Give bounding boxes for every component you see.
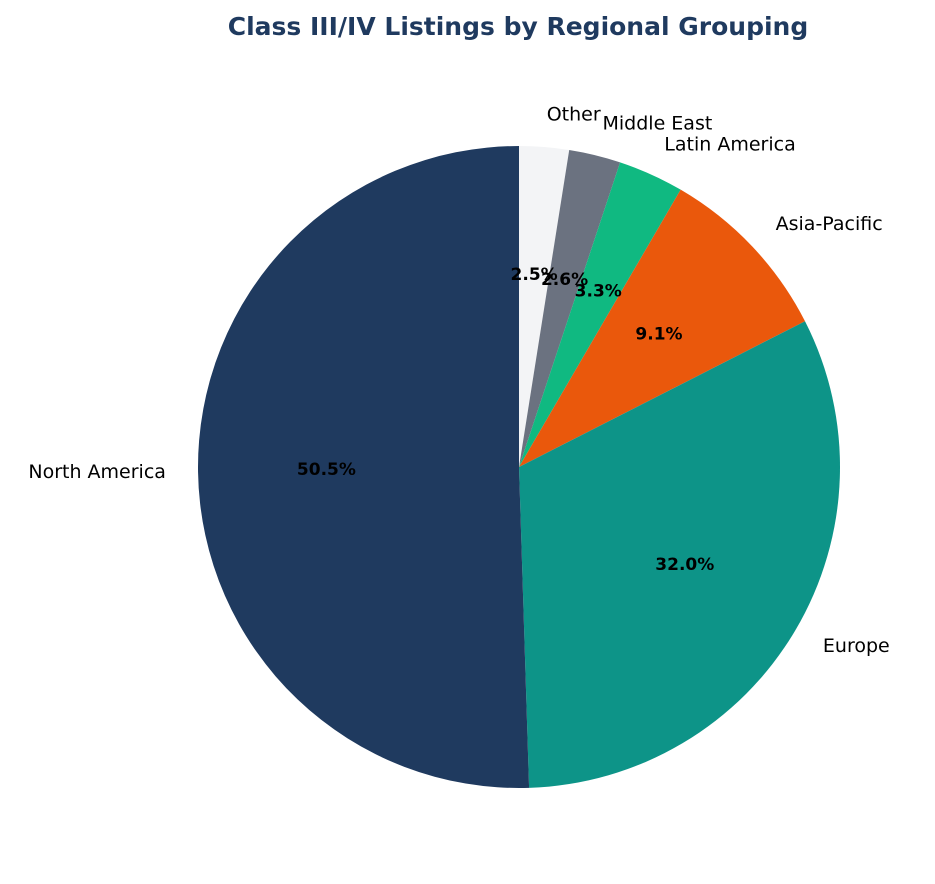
pie-slice-middle-east bbox=[519, 149, 621, 468]
slice-label-other: Other bbox=[547, 103, 601, 125]
slice-percent-north-america: 50.5% bbox=[297, 460, 356, 480]
pie-slice-latin-america bbox=[519, 162, 681, 467]
slices-group bbox=[198, 146, 841, 788]
slice-label-asia-pacific: Asia-Pacific bbox=[776, 213, 883, 235]
slice-percent-europe: 32.0% bbox=[655, 555, 714, 575]
slice-label-north-america: North America bbox=[28, 461, 166, 483]
pie-slice-other bbox=[519, 146, 570, 467]
chart-title: Class III/IV Listings by Regional Groupi… bbox=[228, 12, 808, 41]
slice-label-middle-east: Middle East bbox=[603, 112, 713, 134]
slice-percent-latin-america: 3.3% bbox=[575, 281, 622, 301]
slice-percent-asia-pacific: 9.1% bbox=[635, 325, 682, 345]
slice-percent-middle-east: 2.6% bbox=[541, 270, 588, 290]
slice-label-europe: Europe bbox=[823, 635, 890, 657]
pie-slice-asia-pacific bbox=[519, 189, 806, 467]
slice-label-latin-america: Latin America bbox=[664, 134, 795, 156]
slice-percent-other: 2.5% bbox=[511, 265, 558, 285]
pie-slice-europe bbox=[519, 321, 841, 788]
pie-slice-north-america bbox=[198, 146, 530, 788]
percent-labels-group: 2.5%2.6%3.3% 9.1% 32.0% 50.5% bbox=[297, 265, 714, 575]
